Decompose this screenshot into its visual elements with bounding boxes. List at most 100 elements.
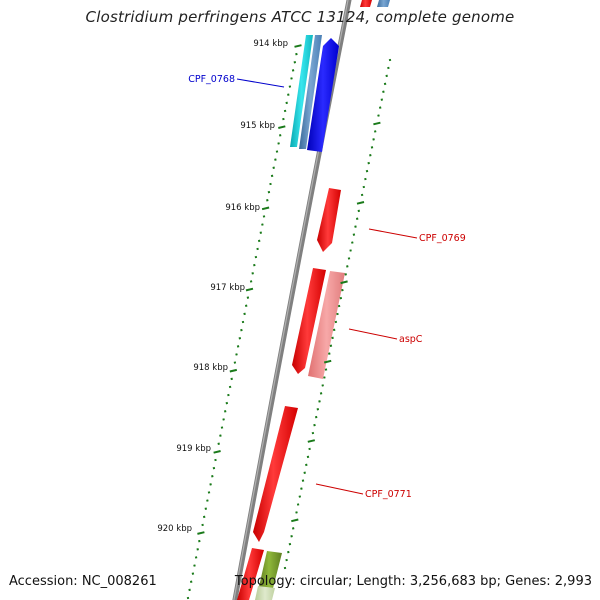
gene-label-cpf0769[interactable]: CPF_0769 [419, 233, 466, 244]
ruler-minor-tick [257, 239, 261, 243]
ruler-minor-tick [209, 483, 212, 486]
ruler-minor-tick [301, 479, 305, 482]
ruler-minor-tick [233, 361, 237, 364]
ruler-minor-tick [194, 556, 198, 559]
ruler-minor-tick [354, 225, 357, 228]
ruler-minor-tick [295, 52, 298, 56]
gene-feature-cpf0771[interactable] [253, 406, 298, 542]
ruler-minor-tick [191, 572, 195, 575]
ruler-minor-tick [272, 166, 275, 169]
ruler-minor-tick [283, 109, 287, 113]
ruler-minor-tick [352, 233, 356, 236]
ruler-ticks-outer [283, 58, 392, 570]
ruler-minor-tick [262, 215, 266, 218]
gene-label-cpf0768[interactable]: CPF_0768 [188, 74, 235, 85]
gene-feature[interactable] [360, 0, 372, 7]
ruler-minor-tick [275, 150, 279, 153]
ruler-label-916: 916 kbp [225, 203, 260, 213]
ruler-minor-tick [372, 138, 375, 141]
ruler-minor-tick [249, 280, 253, 283]
ruler-minor-tick [188, 588, 191, 592]
ruler-label-919: 919 kbp [176, 444, 211, 454]
ruler-label-918: 918 kbp [193, 363, 228, 373]
ruler-minor-tick [277, 142, 280, 145]
ruler-minor-tick [219, 434, 222, 437]
ruler-minor-tick [321, 384, 324, 387]
gene-feature[interactable] [377, 0, 390, 7]
ruler-minor-tick [206, 499, 209, 502]
ruler-minor-tick [341, 288, 344, 292]
ruler-minor-tick [256, 247, 259, 251]
ruler-minor-tick [382, 90, 385, 93]
ruler-minor-tick [364, 177, 367, 181]
gene-feature[interactable] [292, 268, 326, 374]
ruler-minor-tick [331, 336, 334, 340]
ruler-minor-tick [285, 558, 288, 562]
ruler-minor-tick [369, 154, 372, 157]
ruler-minor-tick [316, 408, 320, 411]
ruler-minor-tick [328, 352, 331, 355]
ruler-ticks-inner [186, 44, 302, 600]
ruler-minor-tick [387, 66, 390, 70]
leader-line-cpf0768 [236, 78, 285, 88]
ruler-major-tick [245, 287, 254, 292]
ruler-minor-tick [253, 263, 256, 267]
ruler-major-tick [340, 280, 348, 285]
ruler-label-920: 920 kbp [157, 524, 192, 534]
ruler-minor-tick [285, 101, 288, 105]
ruler-minor-tick [378, 106, 382, 109]
gene-feature-aspc[interactable] [308, 271, 345, 379]
leader-line-aspc [348, 328, 398, 340]
ruler-minor-tick [339, 296, 343, 300]
ruler-minor-tick [202, 515, 206, 519]
ruler-minor-tick [288, 542, 292, 546]
ruler-major-tick [213, 450, 221, 454]
ruler-major-tick [197, 531, 205, 535]
ruler-minor-tick [240, 328, 243, 332]
gene-feature[interactable] [237, 548, 264, 600]
gene-label-aspc[interactable]: aspC [399, 334, 423, 345]
ruler-major-tick [356, 201, 365, 205]
gene-feature-cpf0768[interactable] [307, 38, 339, 152]
ruler-minor-tick [360, 193, 364, 197]
accession-label: Accession: NC_008261 [9, 574, 157, 589]
ruler-minor-tick [373, 130, 377, 133]
topology-summary: Topology: circular; Length: 3,256,683 bp… [234, 574, 592, 589]
ruler-minor-tick [318, 400, 321, 403]
ruler-minor-tick [266, 199, 269, 202]
gene-label-cpf0771[interactable]: CPF_0771 [365, 489, 412, 500]
ruler-minor-tick [314, 415, 318, 419]
ruler-minor-tick [290, 77, 293, 80]
ruler-minor-tick [193, 564, 196, 567]
gene-feature[interactable] [255, 586, 275, 600]
gene-feature-cpf0769[interactable] [317, 188, 341, 252]
ruler-minor-tick [212, 466, 216, 470]
ruler-minor-tick [308, 447, 311, 451]
ruler-minor-tick [267, 190, 271, 194]
ruler-label-917: 917 kbp [210, 283, 245, 293]
ruler-minor-tick [293, 61, 297, 64]
ruler-major-tick [323, 359, 332, 364]
ruler-minor-tick [385, 74, 388, 78]
ruler-minor-tick [291, 69, 295, 72]
gene-feature-cpf0768-cyan[interactable] [290, 35, 313, 147]
ruler-minor-tick [329, 344, 333, 347]
ruler-minor-tick [254, 255, 258, 259]
ruler-minor-tick [357, 209, 361, 213]
map-title: Clostridium perfringens ATCC 13124, comp… [85, 8, 515, 26]
ruler-minor-tick [201, 523, 204, 527]
ruler-minor-tick [236, 345, 240, 348]
ruler-minor-tick [319, 392, 323, 395]
ruler-minor-tick [351, 241, 354, 244]
leader-line-cpf0771 [315, 483, 364, 495]
ruler-minor-tick [290, 535, 293, 538]
ruler-minor-tick [300, 487, 303, 490]
ruler-minor-tick [270, 174, 274, 178]
ruler-minor-tick [367, 161, 370, 165]
ruler-minor-tick [230, 377, 233, 381]
gene-feature-cpf0768-steel[interactable] [299, 35, 322, 149]
ruler-major-tick [307, 439, 316, 443]
ruler-minor-tick [282, 117, 285, 121]
ruler-major-tick [373, 121, 381, 126]
